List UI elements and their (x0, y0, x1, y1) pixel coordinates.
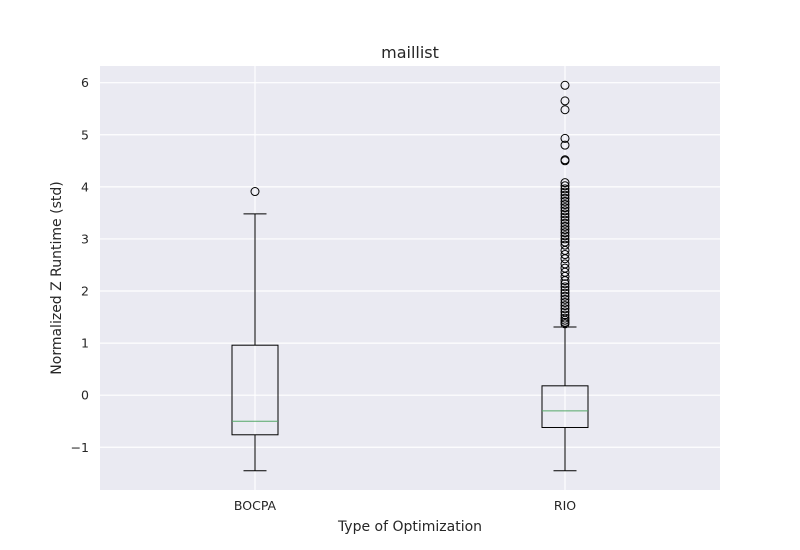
outlier-point (560, 184, 570, 194)
y-axis-label: Normalized Z Runtime (std) (49, 181, 65, 374)
outlier-point (560, 206, 570, 216)
outlier-point (560, 156, 570, 166)
outlier-point (250, 187, 260, 197)
x-tick-label: BOCPA (234, 498, 277, 513)
outlier-point (560, 271, 570, 281)
outlier-point (560, 240, 570, 250)
outlier-point (560, 80, 570, 90)
outlier-point (560, 288, 570, 298)
outlier-point (560, 203, 570, 213)
outlier-point (560, 285, 570, 295)
plot-background (100, 66, 720, 490)
y-tick-label: 6 (81, 75, 89, 90)
outlier-point (560, 315, 570, 325)
outlier-point (560, 313, 570, 323)
x-axis-label: Type of Optimization (337, 519, 482, 535)
y-tick-label: −1 (71, 440, 89, 455)
outlier-point (560, 234, 570, 244)
outlier-point (560, 140, 570, 150)
outlier-point (560, 301, 570, 311)
outlier-point (560, 294, 570, 304)
box-iqr (231, 344, 279, 436)
outlier-point (560, 221, 570, 231)
outlier-point (560, 212, 570, 222)
y-tick-label: 2 (81, 284, 89, 299)
outlier-point (560, 96, 570, 106)
outlier-point (560, 196, 570, 206)
outlier-point (560, 225, 570, 235)
outlier-point (560, 105, 570, 115)
outlier-point (560, 209, 570, 219)
outlier-point (560, 304, 570, 314)
y-tick-label: 4 (81, 179, 89, 194)
outlier-point (560, 187, 570, 197)
y-tick-label: 1 (81, 336, 89, 351)
x-tick-label: RIO (554, 498, 576, 513)
outlier-point (560, 133, 570, 143)
outlier-point (560, 291, 570, 301)
outlier-point (560, 276, 570, 286)
boxes (231, 80, 589, 472)
chart-title: maillist (381, 43, 439, 62)
outlier-point (560, 310, 570, 320)
outlier-point (560, 218, 570, 228)
y-tick-label: 5 (81, 127, 89, 142)
outlier-point (560, 250, 570, 260)
outlier-point (560, 181, 570, 191)
y-tick-label: 0 (81, 388, 89, 403)
outlier-point (560, 282, 570, 292)
box-bocpa (231, 187, 279, 472)
outlier-point (560, 231, 570, 241)
outlier-point (560, 190, 570, 200)
y-axis-ticks: −1 0 1 2 3 4 5 6 (71, 75, 89, 455)
y-tick-label: 3 (81, 231, 89, 246)
outlier-point (560, 228, 570, 238)
box-rio (541, 80, 589, 472)
outlier-point (560, 193, 570, 203)
outlier-point (560, 200, 570, 210)
outlier-point (560, 215, 570, 225)
outlier-point (560, 254, 570, 264)
box-iqr (541, 385, 589, 428)
outlier-point (560, 319, 570, 329)
x-axis-ticks: BOCPA RIO (234, 498, 576, 513)
outlier-point (560, 178, 570, 188)
outlier-point (560, 279, 570, 289)
outlier-point (560, 297, 570, 307)
